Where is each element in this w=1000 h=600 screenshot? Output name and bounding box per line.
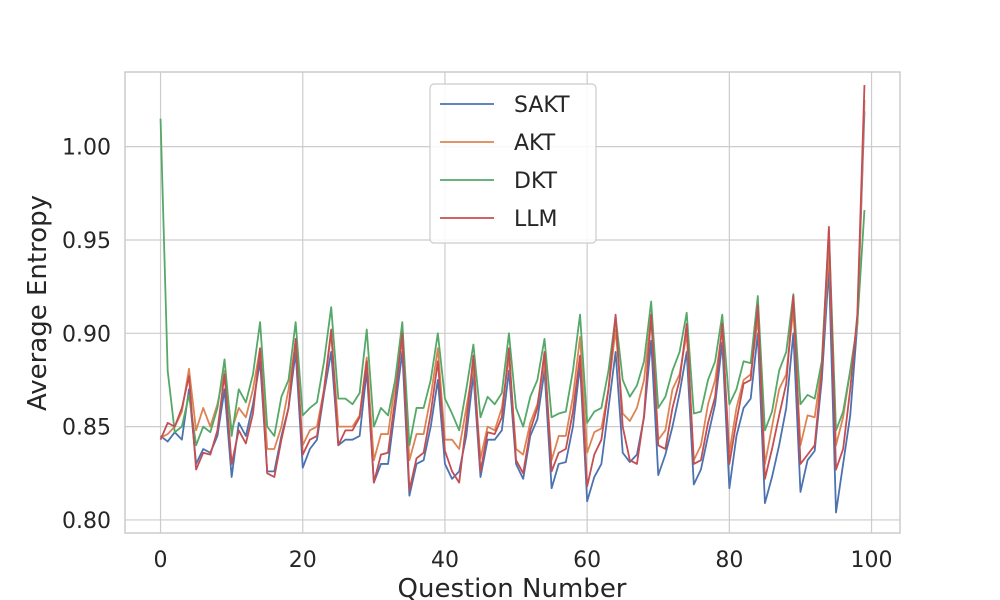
x-tick-label: 80	[715, 548, 743, 573]
legend-label-llm: LLM	[514, 207, 558, 232]
y-tick-label: 0.90	[62, 322, 111, 347]
y-tick-label: 0.95	[62, 229, 111, 254]
legend-box	[429, 83, 597, 244]
series-lines	[159, 85, 866, 514]
y-tick-label: 1.00	[62, 136, 111, 161]
x-tick-label: 20	[289, 548, 317, 573]
legend: SAKT AKT DKT LLM	[429, 83, 597, 244]
x-axis-title: Question Number	[398, 574, 627, 600]
y-tick-label: 0.85	[62, 416, 111, 441]
legend-label-sakt: SAKT	[514, 93, 570, 118]
series-line-dkt	[159, 118, 866, 447]
y-axis-title: Average Entropy	[23, 195, 53, 411]
plot-frame	[124, 71, 901, 534]
legend-label-akt: AKT	[514, 131, 556, 156]
series-line-llm	[159, 85, 866, 491]
x-tick-label: 100	[851, 548, 893, 573]
y-tick-label: 0.80	[62, 509, 111, 534]
legend-label-dkt: DKT	[514, 169, 558, 194]
x-tick-label: 40	[431, 548, 459, 573]
tick-labels: 0 20 40 60 80 100 0.80 0.85 0.90 0.95 1.00	[62, 136, 893, 573]
x-tick-label: 60	[573, 548, 601, 573]
x-tick-label: 0	[154, 548, 168, 573]
